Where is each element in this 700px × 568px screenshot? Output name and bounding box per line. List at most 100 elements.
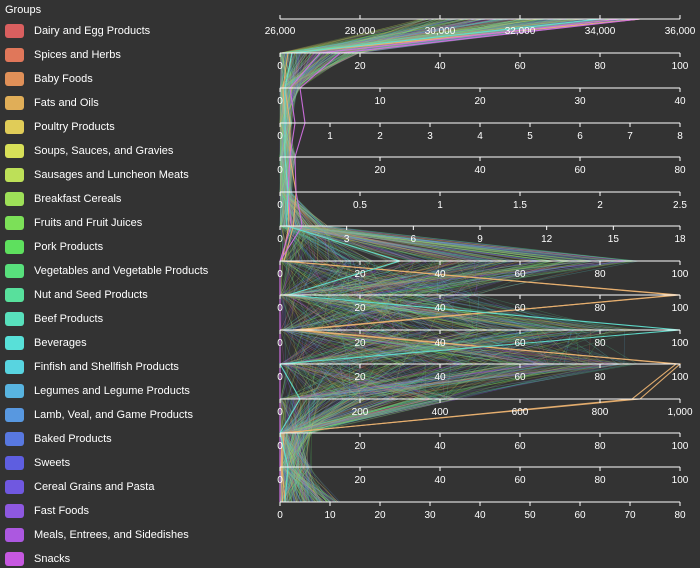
legend-item[interactable]: Spices and Herbs (5, 46, 255, 64)
axis-14: 0 10 20 30 40 50 60 70 80 (277, 501, 686, 521)
legend-item[interactable]: Finfish and Shellfish Products (5, 358, 255, 376)
tick-label: 0 (277, 131, 283, 142)
legend-swatch (5, 432, 24, 446)
tick-label: 3 (344, 234, 350, 245)
legend-swatch (5, 384, 24, 398)
legend-swatch (5, 120, 24, 134)
legend-item[interactable]: Soups, Sauces, and Gravies (5, 142, 255, 160)
legend-item[interactable]: Legumes and Legume Products (5, 382, 255, 400)
legend-item[interactable]: Sweets (5, 454, 255, 472)
legend-item[interactable]: Baby Foods (5, 70, 255, 88)
tick-label: 80 (674, 165, 686, 176)
legend-swatch (5, 264, 24, 278)
legend-item[interactable]: Fast Foods (5, 502, 255, 520)
axis-6: 0 3 6 9 12 15 18 (277, 225, 686, 245)
axis-2: 0 10 20 30 40 (277, 87, 686, 107)
tick-label: 0 (277, 234, 283, 245)
tick-label: 36,000 (665, 26, 696, 37)
legend-item[interactable]: Beef Products (5, 310, 255, 328)
tick-label: 0 (277, 96, 283, 107)
legend-label: Beverages (34, 337, 87, 349)
legend-item[interactable]: Fats and Oils (5, 94, 255, 112)
tick-label: 20 (354, 475, 366, 486)
tick-label: 100 (672, 372, 689, 383)
tick-label: 26,000 (265, 26, 296, 37)
tick-label: 80 (594, 303, 606, 314)
tick-label: 6 (577, 131, 583, 142)
tick-label: 20 (474, 96, 486, 107)
legend-swatch (5, 168, 24, 182)
legend-swatch (5, 528, 24, 542)
axis-0: 26,000 28,000 30,000 32,000 34,000 36,000 (265, 15, 696, 37)
axis-1: 0 20 40 60 80 100 (277, 52, 689, 72)
legend-swatch (5, 408, 24, 422)
axis-3: 0 1 2 3 4 5 6 7 8 (277, 122, 683, 142)
tick-label: 100 (672, 475, 689, 486)
legend: Groups Dairy and Egg Products Spices and … (0, 0, 260, 566)
tick-label: 1,000 (667, 407, 692, 418)
tick-label: 2 (597, 200, 603, 211)
tick-label: 10 (374, 96, 386, 107)
legend-label: Vegetables and Vegetable Products (34, 265, 209, 277)
tick-label: 0 (277, 61, 283, 72)
legend-item[interactable]: Sausages and Luncheon Meats (5, 166, 255, 184)
tick-label: 20 (354, 441, 366, 452)
axis-13: 0 20 40 60 80 100 (277, 466, 689, 486)
axis-8: 0 20 40 60 80 100 (277, 294, 689, 314)
legend-swatch (5, 24, 24, 38)
tick-label: 60 (514, 475, 526, 486)
legend-item[interactable]: Vegetables and Vegetable Products (5, 262, 255, 280)
tick-label: 0 (277, 407, 283, 418)
legend-item[interactable]: Beverages (5, 334, 255, 352)
tick-label: 800 (592, 407, 609, 418)
legend-item[interactable]: Cereal Grains and Pasta (5, 478, 255, 496)
axis-5: 0 0.5 1 1.5 2 2.5 (277, 191, 687, 211)
tick-label: 80 (594, 61, 606, 72)
legend-label: Sausages and Luncheon Meats (34, 169, 189, 181)
legend-title: Groups (5, 4, 42, 16)
tick-label: 100 (672, 61, 689, 72)
tick-label: 20 (374, 165, 386, 176)
legend-label: Breakfast Cereals (34, 193, 122, 205)
tick-label: 15 (608, 234, 620, 245)
legend-item[interactable]: Meals, Entrees, and Sidedishes (5, 526, 255, 544)
tick-label: 80 (594, 372, 606, 383)
legend-label: Nut and Seed Products (34, 289, 148, 301)
tick-label: 200 (352, 407, 369, 418)
tick-label: 20 (354, 303, 366, 314)
tick-label: 60 (514, 372, 526, 383)
legend-swatch (5, 456, 24, 470)
tick-label: 0 (277, 372, 283, 383)
tick-label: 0 (277, 441, 283, 452)
legend-item[interactable]: Breakfast Cereals (5, 190, 255, 208)
legend-swatch (5, 336, 24, 350)
tick-label: 40 (434, 372, 446, 383)
tick-label: 1 (437, 200, 443, 211)
legend-label: Legumes and Legume Products (34, 385, 190, 397)
legend-item[interactable]: Fruits and Fruit Juices (5, 214, 255, 232)
legend-item[interactable]: Lamb, Veal, and Game Products (5, 406, 255, 424)
legend-swatch (5, 504, 24, 518)
tick-label: 10 (324, 510, 336, 521)
tick-label: 18 (674, 234, 686, 245)
tick-label: 80 (674, 510, 686, 521)
axis-9: 0 20 40 60 80 100 (277, 329, 689, 349)
tick-label: 7 (627, 131, 633, 142)
tick-label: 40 (674, 96, 686, 107)
tick-label: 100 (672, 338, 689, 349)
legend-item[interactable]: Baked Products (5, 430, 255, 448)
tick-label: 12 (541, 234, 553, 245)
legend-label: Meals, Entrees, and Sidedishes (34, 529, 189, 541)
legend-swatch (5, 72, 24, 86)
tick-label: 8 (677, 131, 683, 142)
legend-item[interactable]: Dairy and Egg Products (5, 22, 255, 40)
legend-swatch (5, 192, 24, 206)
tick-label: 20 (354, 372, 366, 383)
legend-swatch (5, 144, 24, 158)
tick-label: 40 (434, 61, 446, 72)
legend-item[interactable]: Poultry Products (5, 118, 255, 136)
legend-item[interactable]: Pork Products (5, 238, 255, 256)
legend-label: Baked Products (34, 433, 112, 445)
tick-label: 100 (672, 441, 689, 452)
legend-item[interactable]: Nut and Seed Products (5, 286, 255, 304)
